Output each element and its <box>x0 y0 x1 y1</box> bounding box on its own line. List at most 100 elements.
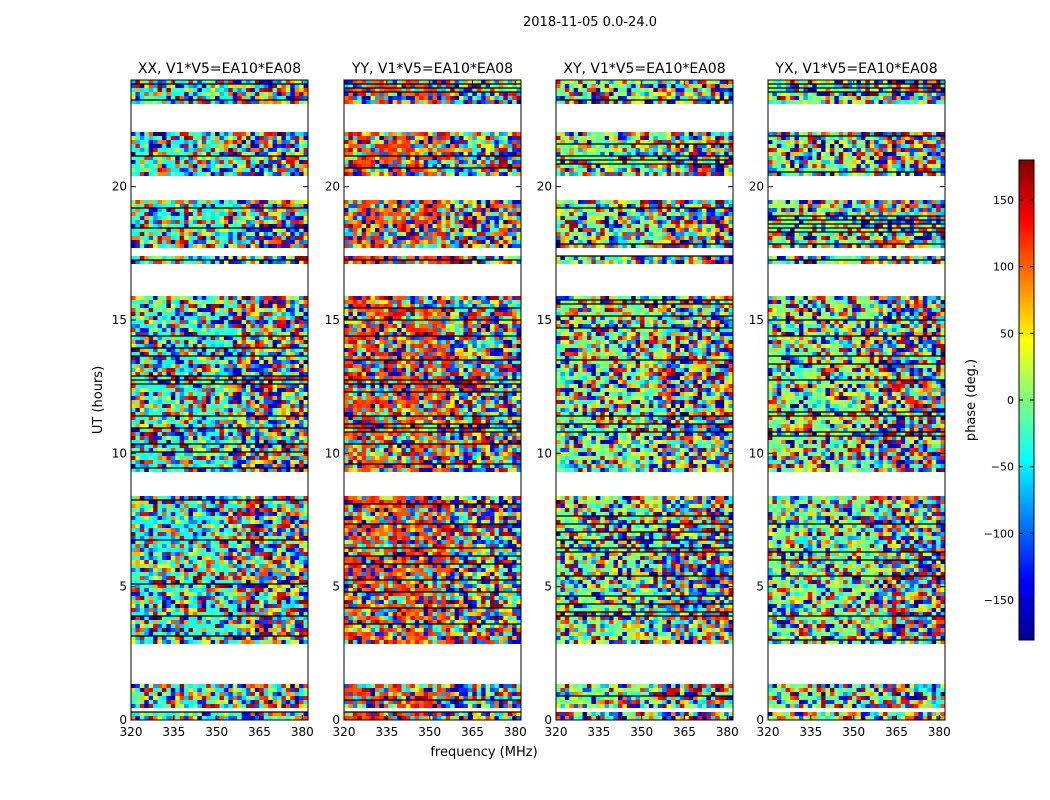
phase-cell <box>148 548 154 552</box>
phase-cell <box>290 524 296 528</box>
phase-cell <box>201 512 207 516</box>
phase-cell <box>223 340 229 344</box>
phase-cell <box>272 300 278 304</box>
phase-cell <box>263 588 269 592</box>
phase-cell <box>268 404 273 408</box>
phase-cell <box>290 348 296 352</box>
phase-cell <box>157 432 163 436</box>
phase-cell <box>259 456 265 460</box>
phase-cell <box>139 316 145 320</box>
phase-cell <box>144 148 149 152</box>
phase-cell <box>184 360 189 364</box>
phase-cell <box>241 540 247 544</box>
phase-cell <box>161 156 167 160</box>
phase-cell <box>268 336 273 340</box>
phase-cell <box>254 620 260 624</box>
phase-cell <box>210 296 216 300</box>
phase-cell <box>290 400 296 404</box>
phase-cell <box>290 232 296 236</box>
phase-cell <box>192 584 198 588</box>
phase-cell <box>188 340 194 344</box>
phase-cell <box>148 420 154 424</box>
phase-cell <box>201 168 207 172</box>
phase-cell <box>148 620 154 624</box>
phase-cell <box>294 508 300 512</box>
phase-cell <box>166 548 172 552</box>
phase-cell <box>179 336 185 340</box>
phase-cell <box>281 712 287 716</box>
phase-cell <box>210 372 216 376</box>
phase-cell <box>170 200 176 204</box>
phase-cell <box>232 352 238 356</box>
phase-cell <box>170 504 176 508</box>
phase-cell <box>246 92 251 96</box>
phase-cell <box>254 572 260 576</box>
phase-cell <box>179 168 185 172</box>
phase-cell <box>170 224 176 228</box>
phase-cell <box>153 504 158 508</box>
phase-cell <box>223 260 229 264</box>
phase-cell <box>263 308 269 312</box>
phase-cell <box>285 404 291 408</box>
phase-cell <box>272 684 278 688</box>
phase-cell <box>139 688 145 692</box>
phase-cell <box>157 228 163 232</box>
phase-cell <box>153 700 158 704</box>
phase-cell <box>188 536 194 540</box>
phase-cell <box>166 600 172 604</box>
phase-cell <box>161 432 167 436</box>
phase-cell <box>157 556 163 560</box>
phase-cell <box>219 524 225 528</box>
phase-cell <box>139 436 145 440</box>
phase-cell <box>250 348 256 352</box>
phase-cell <box>215 456 220 460</box>
phase-cell <box>135 508 141 512</box>
phase-cell <box>237 704 242 708</box>
phase-cell <box>219 328 225 332</box>
phase-cell <box>303 228 309 232</box>
phase-cell <box>179 332 185 336</box>
phase-cell <box>250 700 256 704</box>
phase-cell <box>175 524 180 528</box>
phase-cell <box>246 384 251 388</box>
phase-cell <box>281 256 287 260</box>
phase-cell <box>290 700 296 704</box>
phase-cell <box>303 380 309 384</box>
phase-cell <box>139 140 145 144</box>
phase-cell <box>184 412 189 416</box>
phase-cell <box>144 384 149 388</box>
phase-cell <box>285 240 291 244</box>
phase-cell <box>268 500 273 504</box>
phase-cell <box>277 464 282 468</box>
phase-cell <box>192 448 198 452</box>
phase-cell <box>166 164 172 168</box>
phase-cell <box>192 576 198 580</box>
phase-cell <box>272 204 278 208</box>
phase-cell <box>170 324 176 328</box>
phase-cell <box>277 308 282 312</box>
phase-cell <box>263 420 269 424</box>
phase-cell <box>254 440 260 444</box>
phase-cell <box>139 500 145 504</box>
phase-cell <box>303 536 309 540</box>
phase-cell <box>219 640 225 644</box>
phase-cell <box>139 312 145 316</box>
phase-cell <box>135 556 141 560</box>
phase-cell <box>192 420 198 424</box>
phase-row <box>131 240 309 244</box>
phase-cell <box>148 596 154 600</box>
phase-cell <box>166 524 172 528</box>
phase-cell <box>299 212 304 216</box>
phase-cell <box>268 512 273 516</box>
phase-cell <box>246 380 251 384</box>
phase-cell <box>188 604 194 608</box>
phase-cell <box>254 244 260 248</box>
phase-cell <box>201 604 207 608</box>
phase-cell <box>281 412 287 416</box>
phase-cell <box>281 600 287 604</box>
phase-cell <box>144 296 149 300</box>
phase-cell <box>228 584 234 588</box>
phase-cell <box>290 592 296 596</box>
phase-row <box>131 83 309 88</box>
phase-cell <box>166 300 172 304</box>
